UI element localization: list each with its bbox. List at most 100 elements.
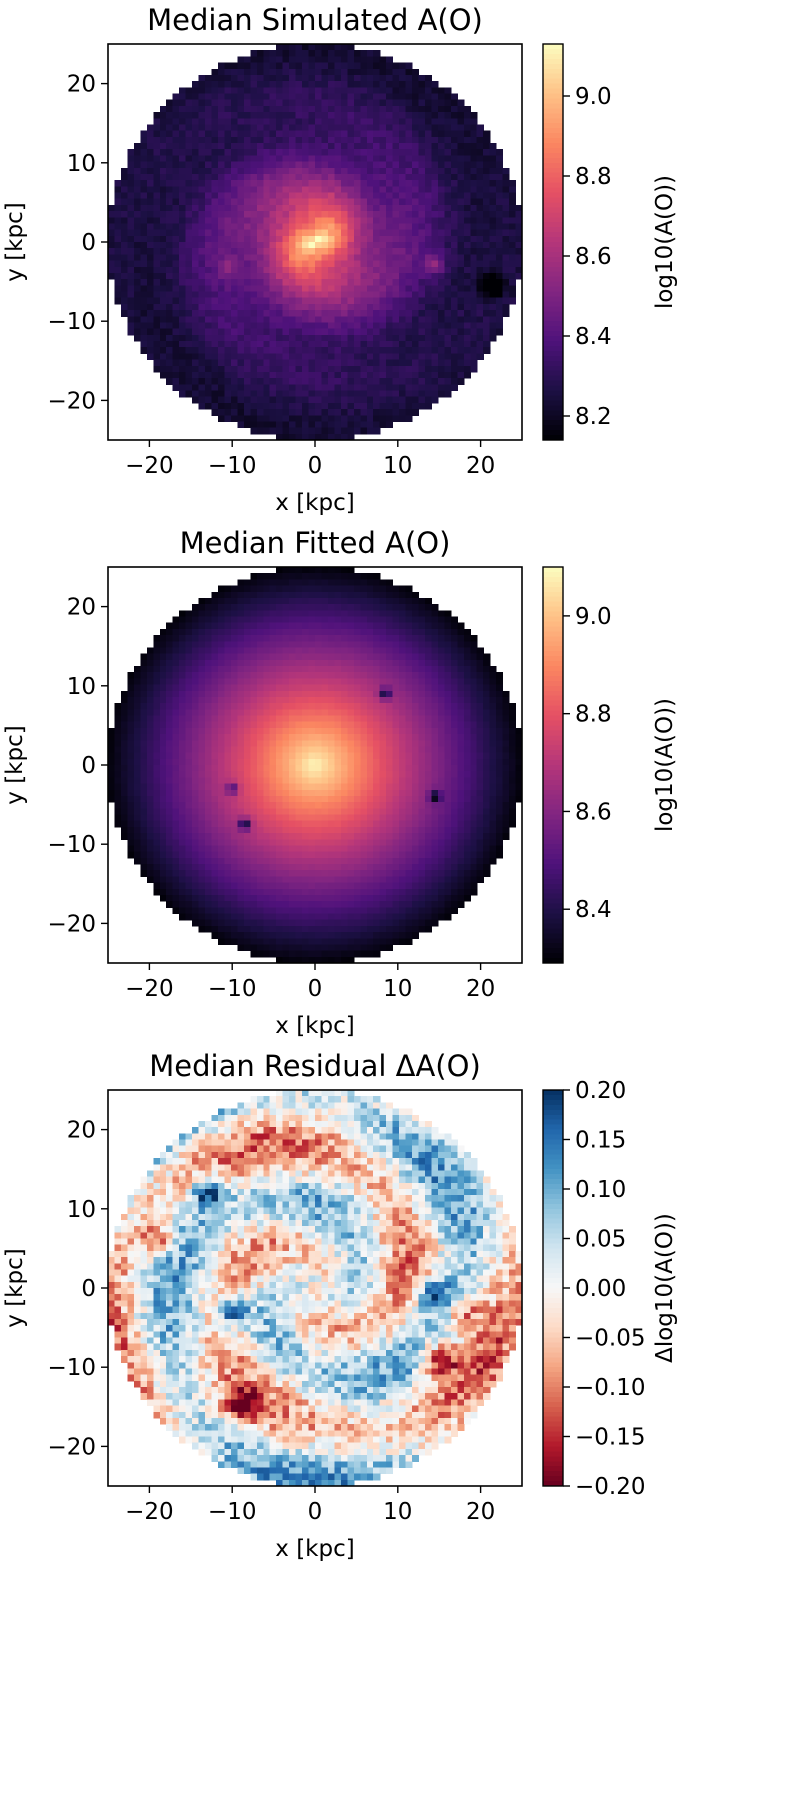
heatmap-cell xyxy=(133,272,141,280)
heatmap-cell xyxy=(340,242,348,249)
heatmap-cell xyxy=(250,272,258,280)
heatmap-cell xyxy=(327,715,336,723)
heatmap-cell xyxy=(289,180,297,187)
heatmap-cell xyxy=(217,105,226,113)
heatmap-cell xyxy=(127,167,135,175)
heatmap-cell xyxy=(243,297,251,305)
heatmap-cell xyxy=(172,628,180,636)
heatmap-cell xyxy=(379,68,387,76)
heatmap-cell xyxy=(444,242,452,249)
heatmap-cell xyxy=(230,186,238,194)
heatmap-cell xyxy=(302,365,310,373)
heatmap-cell xyxy=(237,666,245,673)
heatmap-cell xyxy=(166,217,174,225)
heatmap-cell xyxy=(386,211,394,218)
heatmap-cell xyxy=(450,198,458,206)
heatmap-cell xyxy=(457,112,465,119)
heatmap-cell xyxy=(360,235,368,243)
heatmap-cell xyxy=(340,696,348,704)
heatmap-cell xyxy=(140,136,148,144)
heatmap-cell xyxy=(289,746,297,754)
heatmap-cell xyxy=(217,672,226,679)
heatmap-cell xyxy=(198,402,206,410)
heatmap-cell xyxy=(437,322,445,330)
heatmap-cell xyxy=(373,746,381,754)
heatmap-cell xyxy=(366,690,374,698)
heatmap-cell xyxy=(373,124,381,132)
heatmap-cell xyxy=(321,74,329,82)
heatmap-cell xyxy=(185,684,193,692)
heatmap-cell xyxy=(243,341,251,348)
heatmap-cell xyxy=(166,248,174,255)
heatmap-cell xyxy=(496,709,504,717)
heatmap-cell xyxy=(483,161,491,169)
heatmap-cell xyxy=(405,112,413,119)
heatmap-cell xyxy=(185,341,193,348)
heatmap-cell xyxy=(450,666,458,673)
heatmap-cell xyxy=(230,260,238,268)
colorbar-segment xyxy=(543,425,563,431)
colorbar-segment xyxy=(543,415,563,421)
heatmap-cell xyxy=(353,229,361,237)
heatmap-cell xyxy=(295,647,303,655)
heatmap-cell xyxy=(392,409,400,416)
heatmap-cell xyxy=(263,167,271,175)
heatmap-cell xyxy=(256,93,264,101)
heatmap-cell xyxy=(431,378,439,385)
heatmap-cell xyxy=(450,628,458,636)
heatmap-cell xyxy=(321,279,329,286)
heatmap-cell xyxy=(379,235,387,243)
heatmap-cell xyxy=(463,155,471,163)
heatmap-cell xyxy=(366,628,374,636)
heatmap-cell xyxy=(295,316,303,324)
heatmap-cell xyxy=(450,136,458,144)
heatmap-cell xyxy=(159,285,167,293)
heatmap-cell xyxy=(166,622,174,630)
heatmap-cell xyxy=(386,87,394,95)
heatmap-cell xyxy=(321,81,329,88)
heatmap-cell xyxy=(127,310,135,317)
heatmap-cell xyxy=(483,235,491,243)
heatmap-cell xyxy=(224,112,232,119)
heatmap-cell xyxy=(289,579,297,587)
colorbar-segment xyxy=(543,271,563,278)
heatmap-cell xyxy=(379,359,387,367)
heatmap-cell xyxy=(347,746,355,754)
heatmap-cell xyxy=(444,703,452,710)
heatmap-cell xyxy=(282,415,290,423)
heatmap-cell xyxy=(276,223,284,231)
heatmap-cell xyxy=(256,334,264,342)
heatmap-cell xyxy=(470,310,478,317)
heatmap-cell xyxy=(269,573,277,580)
heatmap-cell xyxy=(179,136,187,144)
heatmap-cell xyxy=(379,709,387,717)
heatmap-cell xyxy=(133,167,141,175)
heatmap-cell xyxy=(282,186,290,194)
heatmap-cell xyxy=(340,136,348,144)
heatmap-cell xyxy=(295,328,303,336)
heatmap-cell xyxy=(302,696,310,704)
heatmap-cell xyxy=(386,180,394,187)
heatmap-cell xyxy=(353,93,361,101)
heatmap-cell xyxy=(224,204,232,212)
heatmap-cell xyxy=(424,285,433,293)
heatmap-cell xyxy=(289,347,297,354)
heatmap-cell xyxy=(217,74,226,82)
heatmap-cell xyxy=(250,81,258,88)
heatmap-cell xyxy=(444,659,452,667)
heatmap-cell xyxy=(250,136,258,144)
heatmap-cell xyxy=(146,130,154,138)
heatmap-cell xyxy=(431,173,439,181)
heatmap-cell xyxy=(256,353,264,361)
heatmap-cell xyxy=(418,390,426,398)
heatmap-cell xyxy=(334,378,342,385)
heatmap-cell xyxy=(489,746,497,754)
heatmap-cell xyxy=(211,266,219,274)
heatmap-cell xyxy=(250,74,258,82)
heatmap-cell xyxy=(133,734,141,741)
heatmap-cell xyxy=(476,211,484,218)
heatmap-cell xyxy=(127,192,135,200)
heatmap-cell xyxy=(470,696,478,704)
heatmap-cell xyxy=(418,266,426,274)
